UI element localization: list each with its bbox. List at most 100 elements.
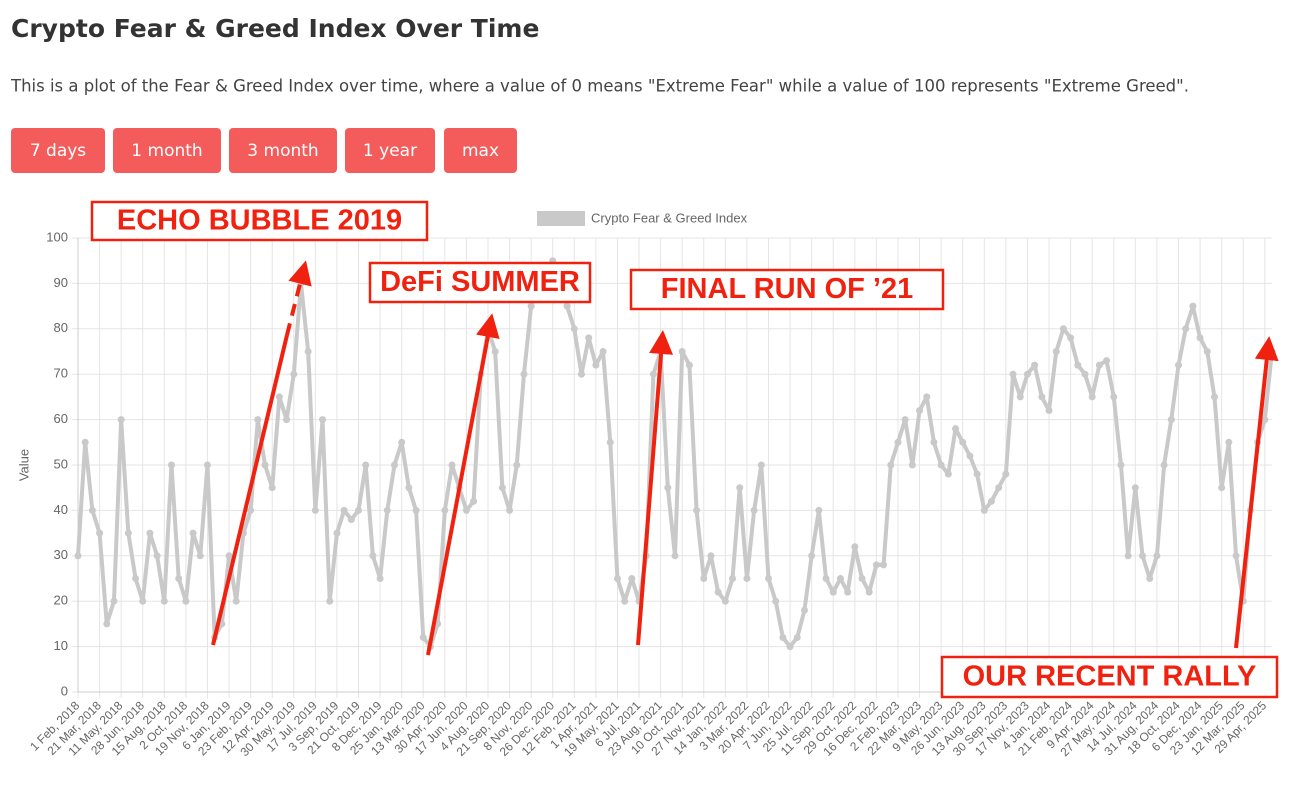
- data-point: [1167, 416, 1175, 424]
- data-point: [757, 461, 765, 469]
- data-point: [283, 416, 291, 424]
- button-label[interactable]: 7 days: [30, 141, 86, 161]
- data-point: [952, 425, 960, 433]
- y-tick-label: 50: [54, 456, 68, 471]
- range-button[interactable]: 7 days: [11, 128, 105, 173]
- data-point: [743, 575, 751, 582]
- data-point: [1016, 393, 1024, 401]
- data-point: [1174, 361, 1182, 369]
- data-point: [1023, 370, 1031, 378]
- legend-label: Crypto Fear & Greed Index: [591, 210, 748, 225]
- page-title: Crypto Fear & Greed Index Over Time: [11, 14, 539, 43]
- button-label[interactable]: 3 month: [247, 141, 318, 161]
- y-tick-label: 30: [54, 547, 68, 562]
- data-point: [1081, 370, 1089, 378]
- annotation-box: [90, 200, 429, 242]
- button-label[interactable]: max: [462, 141, 499, 161]
- data-point: [1139, 552, 1147, 560]
- data-point: [944, 470, 952, 478]
- data-point: [707, 552, 715, 560]
- data-point: [685, 361, 693, 369]
- data-point: [563, 302, 571, 310]
- data-point: [232, 597, 240, 605]
- data-point: [901, 416, 909, 424]
- data-point: [973, 470, 981, 478]
- data-point: [88, 506, 96, 514]
- data-point: [1160, 461, 1168, 469]
- range-button[interactable]: 1 month: [113, 128, 221, 173]
- data-point: [419, 634, 427, 642]
- data-point: [693, 506, 701, 514]
- data-point: [808, 552, 816, 560]
- data-point: [714, 588, 722, 596]
- annotation-box: [368, 261, 592, 304]
- button-bg[interactable]: [345, 128, 435, 173]
- data-point: [585, 334, 593, 342]
- data-point: [81, 438, 89, 446]
- data-point: [1045, 407, 1053, 415]
- button-label[interactable]: 1 year: [363, 141, 417, 161]
- data-point: [110, 597, 118, 605]
- data-point: [117, 416, 125, 424]
- data-point: [872, 561, 880, 569]
- arrows: [211, 260, 1279, 656]
- button-label[interactable]: 1 month: [131, 141, 202, 161]
- data-point: [369, 552, 377, 560]
- data-point: [376, 575, 384, 582]
- annotation: ECHO BUBBLE 2019: [117, 205, 402, 237]
- data-point: [311, 506, 319, 514]
- range-button[interactable]: max: [444, 128, 517, 173]
- data-point: [628, 575, 636, 582]
- data-point: [146, 529, 154, 537]
- data-point: [887, 461, 895, 469]
- data-point: [736, 484, 744, 492]
- data-point: [822, 575, 830, 582]
- data-point: [254, 416, 262, 424]
- data-point: [268, 484, 276, 492]
- data-point: [613, 575, 621, 582]
- data-point: [721, 597, 729, 605]
- data-point: [1002, 470, 1010, 478]
- y-tick-label: 80: [54, 320, 68, 335]
- annotation-box: [940, 655, 1279, 699]
- y-axis-label: Value: [16, 449, 31, 481]
- data-point: [1074, 361, 1082, 369]
- data-point: [275, 393, 283, 401]
- annotation: FINAL RUN OF ’21: [661, 273, 913, 305]
- range-button[interactable]: 3 month: [229, 128, 337, 173]
- data-point: [880, 561, 888, 569]
- data-point: [664, 484, 672, 492]
- data-point: [175, 575, 183, 582]
- data-point: [923, 393, 931, 401]
- data-point: [340, 506, 348, 514]
- y-tick-label: 10: [54, 638, 68, 653]
- data-point: [203, 461, 211, 469]
- range-button[interactable]: 1 year: [345, 128, 435, 173]
- data-point: [1146, 575, 1154, 582]
- data-point: [980, 506, 988, 514]
- data-point: [570, 325, 578, 333]
- data-point: [189, 529, 197, 537]
- button-bg[interactable]: [113, 128, 221, 173]
- y-tick-label: 90: [54, 275, 68, 290]
- data-point: [858, 575, 866, 582]
- data-point: [225, 552, 233, 560]
- data-point: [765, 575, 773, 582]
- data-point: [326, 597, 334, 605]
- y-tick-label: 100: [46, 229, 68, 244]
- data-point: [448, 461, 456, 469]
- annotation: DeFi SUMMER: [380, 266, 580, 298]
- data-point: [815, 506, 823, 514]
- y-tick-label: 60: [54, 411, 68, 426]
- button-bg[interactable]: [11, 128, 105, 173]
- data-point: [347, 515, 355, 523]
- data-point: [491, 348, 499, 355]
- data-point: [894, 438, 902, 446]
- data-point: [1117, 461, 1125, 469]
- data-point: [506, 506, 514, 514]
- data-point: [398, 438, 406, 446]
- button-bg[interactable]: [229, 128, 337, 173]
- data-point: [261, 461, 269, 469]
- data-point: [649, 370, 657, 378]
- button-bg[interactable]: [444, 128, 517, 173]
